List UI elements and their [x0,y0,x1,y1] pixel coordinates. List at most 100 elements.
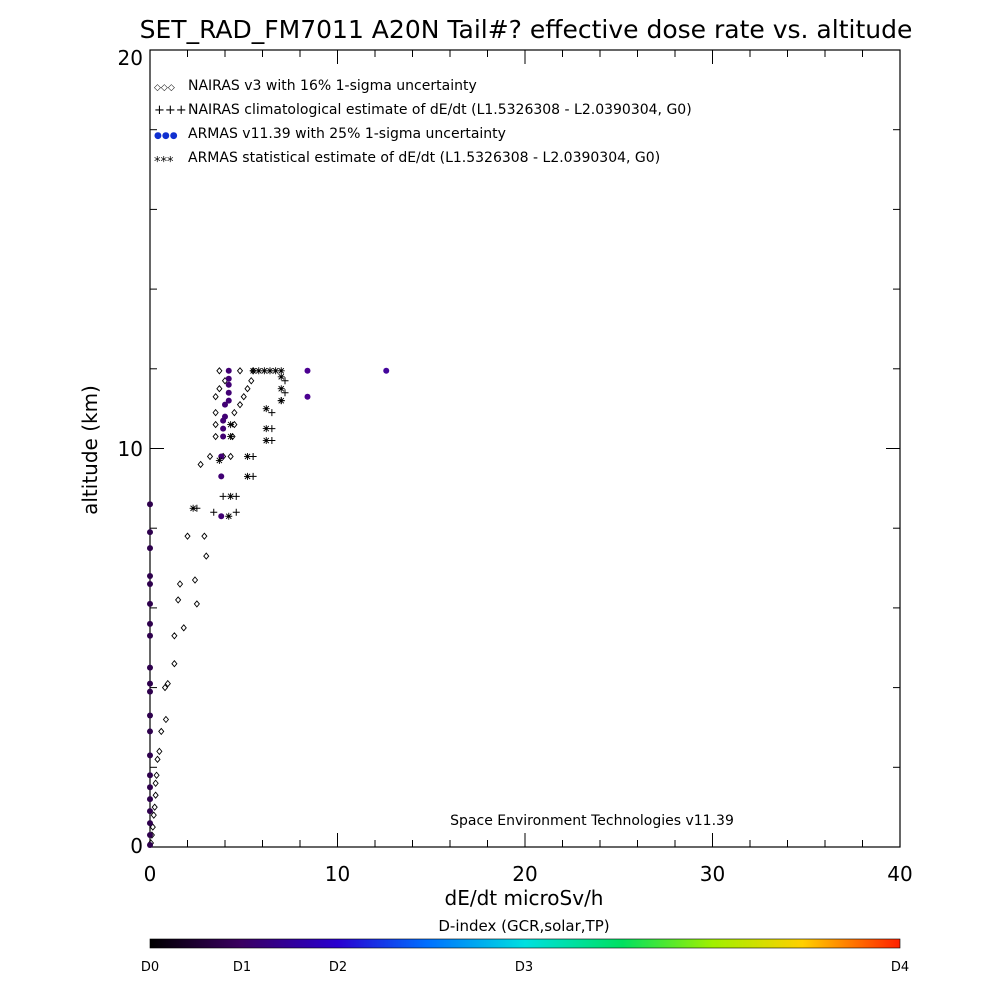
armas-point [225,389,232,396]
y-tick-label: 20 [118,46,143,70]
nairas-v3-point [193,600,200,608]
armas-point [147,728,153,735]
legend-label: ARMAS statistical estimate of dE/dt (L1.… [188,150,660,166]
nairas-v3-point [158,727,165,736]
nairas-v3-point [150,811,157,819]
nairas-climatological-point [232,508,240,516]
armas-point [147,808,153,815]
nairas-v3-point [152,779,159,787]
armas-point [147,796,153,803]
nairas-v3-point [161,683,169,692]
armas-point [225,367,232,374]
armas-point [147,664,153,671]
nairas-v3-point [206,452,214,461]
armas-point [147,529,153,536]
armas-statistical-point [262,405,270,413]
nairas-v3-point [154,755,161,764]
colorbar-label: D0 [141,960,159,975]
nairas-v3-point [149,823,156,831]
colorbar-label: D4 [891,960,909,975]
armas-point [222,413,228,420]
x-tick-labels: 0 10 20 30 40 [144,862,913,886]
armas-statistical-point [262,437,270,445]
nairas-v3-point [152,791,159,799]
nairas-v3-point [180,624,187,632]
y-tick-labels: 0 10 20 [118,46,143,858]
armas-statistical-point [262,425,270,433]
armas-point [225,397,232,404]
armas-point [147,842,153,849]
nairas-v3-point [231,420,238,429]
armas-point [304,393,311,400]
armas-point [220,425,227,432]
nairas-v3-point [201,532,208,540]
armas-point [147,573,153,580]
legend-marker: ◇◇◇ [154,83,175,93]
colorbar-labels: D0 D1 D2 D3 D4 [141,960,909,975]
x-tick-label: 0 [144,862,157,886]
armas-point [147,832,153,839]
nairas-v3-point [151,803,158,811]
nairas-v3-point [164,679,171,688]
armas-point [147,712,153,719]
legend-item: *** ARMAS statistical estimate of dE/dt … [154,150,660,170]
legend-label: ARMAS v11.39 with 25% 1-sigma uncertaint… [188,126,506,142]
nairas-v3-point [171,659,178,668]
colorbar-label: D1 [233,960,251,975]
armas-statistical-point [244,472,251,480]
armas-point [147,632,153,639]
armas-statistical-point [249,367,257,375]
colorbar-title: D-index (GCR,solar,TP) [438,917,609,935]
armas-point [218,513,225,520]
x-axis-label: dE/dt microSv/h [445,886,604,910]
nairas-v3-point [212,392,219,401]
armas-statistical-point [277,397,285,405]
y-axis-label: altitude (km) [78,385,102,515]
armas-statistical-point [277,373,285,381]
y-tick-label: 10 [118,437,143,461]
legend-marker: ●●● [154,131,178,141]
nairas-climatological-point [268,409,276,417]
x-tick-label: 30 [700,862,725,886]
armas-statistical-point [227,492,235,500]
nairas-v3-point [203,552,210,560]
colorbar-gradient [149,938,901,949]
nairas-climatological-point [210,508,218,516]
plot-frame [149,49,901,848]
nairas-v3-point [156,747,163,756]
armas-point [147,820,153,827]
nairas-v3-point [216,367,223,375]
legend-item: +++ NAIRAS climatological estimate of dE… [154,102,692,118]
nairas-v3-point [248,377,255,385]
armas-point [147,688,153,695]
x-tick-label: 10 [325,862,350,886]
nairas-v3-point [191,576,199,584]
legend: ◇◇◇ NAIRAS v3 with 16% 1-sigma uncertain… [154,78,692,170]
nairas-climatological-point [219,492,227,500]
nairas-v3-point [153,771,160,779]
armas-statistical-point [227,421,235,429]
nairas-v3-point [231,408,238,417]
armas-statistical-point [255,367,263,375]
armas-point [147,600,153,607]
credit-annotation: Space Environment Technologies v11.39 [450,813,734,829]
armas-statistical-point [215,456,223,464]
chart-title: SET_RAD_FM7011 A20N Tail#? effective dos… [140,15,913,44]
colorbar-label: D3 [515,960,533,975]
nairas-climatological-point [281,389,289,397]
nairas-v3-point [236,400,244,409]
armas-point [225,381,232,388]
nairas-v3-point [162,715,170,724]
armas-statistical-point [260,367,268,375]
nairas-v3-point [197,460,204,469]
armas-statistical-point [225,512,233,520]
axis-ticks [149,49,901,848]
nairas-v3-point [244,385,251,393]
legend-marker: +++ [154,103,187,118]
nairas-v3-point [184,532,191,540]
armas-statistical-point [266,367,274,375]
armas-point [225,375,232,382]
colorbar-label: D2 [329,960,347,975]
legend-label: NAIRAS v3 with 16% 1-sigma uncertainty [188,78,477,94]
